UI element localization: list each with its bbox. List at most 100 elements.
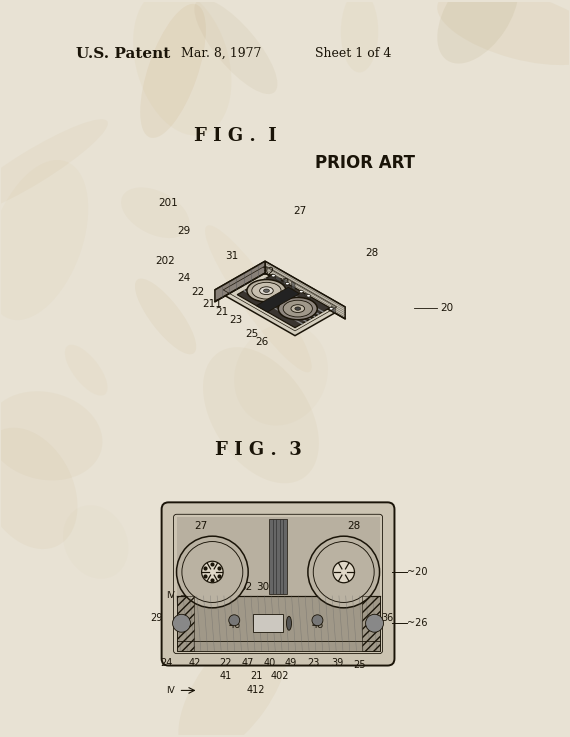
Text: IV: IV — [166, 591, 174, 601]
Ellipse shape — [202, 562, 223, 583]
Text: 25: 25 — [353, 660, 365, 669]
Ellipse shape — [295, 307, 301, 310]
Ellipse shape — [203, 347, 319, 483]
Text: PRIOR ART: PRIOR ART — [315, 154, 414, 172]
Text: 30: 30 — [256, 582, 270, 592]
Ellipse shape — [263, 289, 270, 293]
Text: ~20: ~20 — [407, 567, 428, 577]
Text: 31: 31 — [226, 251, 239, 261]
Ellipse shape — [0, 427, 78, 549]
Polygon shape — [331, 306, 335, 313]
Ellipse shape — [271, 274, 275, 277]
Ellipse shape — [252, 282, 281, 299]
Text: 41: 41 — [219, 671, 231, 682]
Text: 28: 28 — [365, 248, 378, 257]
Ellipse shape — [177, 537, 248, 608]
Ellipse shape — [194, 0, 278, 94]
Polygon shape — [215, 261, 265, 301]
Ellipse shape — [260, 616, 270, 630]
Text: 23: 23 — [307, 657, 319, 668]
Bar — [253, 615, 283, 632]
Polygon shape — [256, 287, 299, 312]
Text: 412: 412 — [247, 685, 266, 696]
Text: 3I: 3I — [206, 582, 216, 592]
Text: 22: 22 — [219, 657, 232, 668]
Ellipse shape — [229, 615, 240, 626]
Text: 48: 48 — [311, 621, 324, 630]
Text: 46: 46 — [228, 621, 241, 630]
Text: 29: 29 — [177, 226, 190, 236]
Ellipse shape — [365, 615, 384, 632]
Text: 27: 27 — [294, 206, 307, 216]
Ellipse shape — [178, 621, 288, 737]
Polygon shape — [237, 275, 330, 328]
Text: 2II: 2II — [223, 582, 235, 592]
Ellipse shape — [287, 616, 291, 630]
Polygon shape — [215, 261, 345, 335]
Ellipse shape — [133, 0, 231, 136]
Text: 23: 23 — [230, 315, 243, 325]
Ellipse shape — [65, 345, 108, 396]
Text: 39: 39 — [331, 657, 343, 668]
Text: 32: 32 — [239, 582, 253, 592]
Bar — [177, 517, 380, 596]
Text: U.S. Patent: U.S. Patent — [76, 46, 170, 60]
Text: 43: 43 — [190, 582, 203, 592]
Text: F I G .  I: F I G . I — [194, 128, 276, 145]
Text: Sheet 1 of 4: Sheet 1 of 4 — [315, 47, 391, 60]
Ellipse shape — [173, 615, 190, 632]
Text: 24: 24 — [177, 273, 190, 284]
Text: 27: 27 — [194, 521, 207, 531]
Text: 36: 36 — [381, 613, 394, 624]
Polygon shape — [291, 282, 295, 290]
Polygon shape — [265, 261, 345, 319]
Ellipse shape — [312, 615, 323, 626]
Bar — [177, 596, 194, 651]
Text: 21: 21 — [215, 307, 229, 317]
Text: 26: 26 — [255, 337, 268, 347]
Text: 20: 20 — [441, 304, 454, 313]
Polygon shape — [283, 279, 287, 286]
Text: 28: 28 — [347, 521, 360, 531]
Text: 40: 40 — [263, 657, 275, 668]
Text: F I G .  3: F I G . 3 — [215, 441, 302, 458]
Bar — [361, 596, 380, 651]
Polygon shape — [305, 293, 311, 299]
FancyBboxPatch shape — [162, 503, 394, 666]
Text: 49: 49 — [285, 657, 298, 668]
Ellipse shape — [329, 307, 333, 310]
Ellipse shape — [333, 562, 355, 583]
Text: 42: 42 — [189, 657, 201, 668]
Ellipse shape — [299, 290, 303, 293]
Text: ~26: ~26 — [407, 618, 428, 628]
Ellipse shape — [140, 4, 206, 138]
Ellipse shape — [283, 300, 312, 317]
Text: IV: IV — [166, 686, 174, 695]
Bar — [269, 520, 287, 594]
Text: 201: 201 — [158, 198, 178, 208]
Ellipse shape — [229, 557, 309, 636]
Ellipse shape — [170, 545, 218, 594]
Ellipse shape — [0, 391, 103, 481]
Text: 202: 202 — [156, 256, 176, 265]
Bar — [177, 596, 380, 651]
Text: 32: 32 — [262, 268, 275, 277]
Text: 21: 21 — [250, 671, 262, 682]
Ellipse shape — [0, 160, 88, 320]
Text: 47: 47 — [241, 657, 254, 668]
Ellipse shape — [291, 304, 304, 312]
Ellipse shape — [278, 298, 317, 320]
Text: Mar. 8, 1977: Mar. 8, 1977 — [181, 47, 261, 60]
Ellipse shape — [205, 226, 312, 372]
Ellipse shape — [437, 0, 570, 65]
Polygon shape — [275, 276, 281, 282]
Text: 22: 22 — [191, 287, 204, 297]
Text: 24: 24 — [160, 657, 173, 668]
Text: 25: 25 — [246, 329, 259, 339]
Ellipse shape — [308, 537, 380, 608]
Text: 29: 29 — [150, 613, 163, 624]
Ellipse shape — [437, 0, 519, 63]
Ellipse shape — [247, 279, 286, 302]
Ellipse shape — [121, 187, 189, 238]
Text: 30: 30 — [276, 279, 290, 288]
